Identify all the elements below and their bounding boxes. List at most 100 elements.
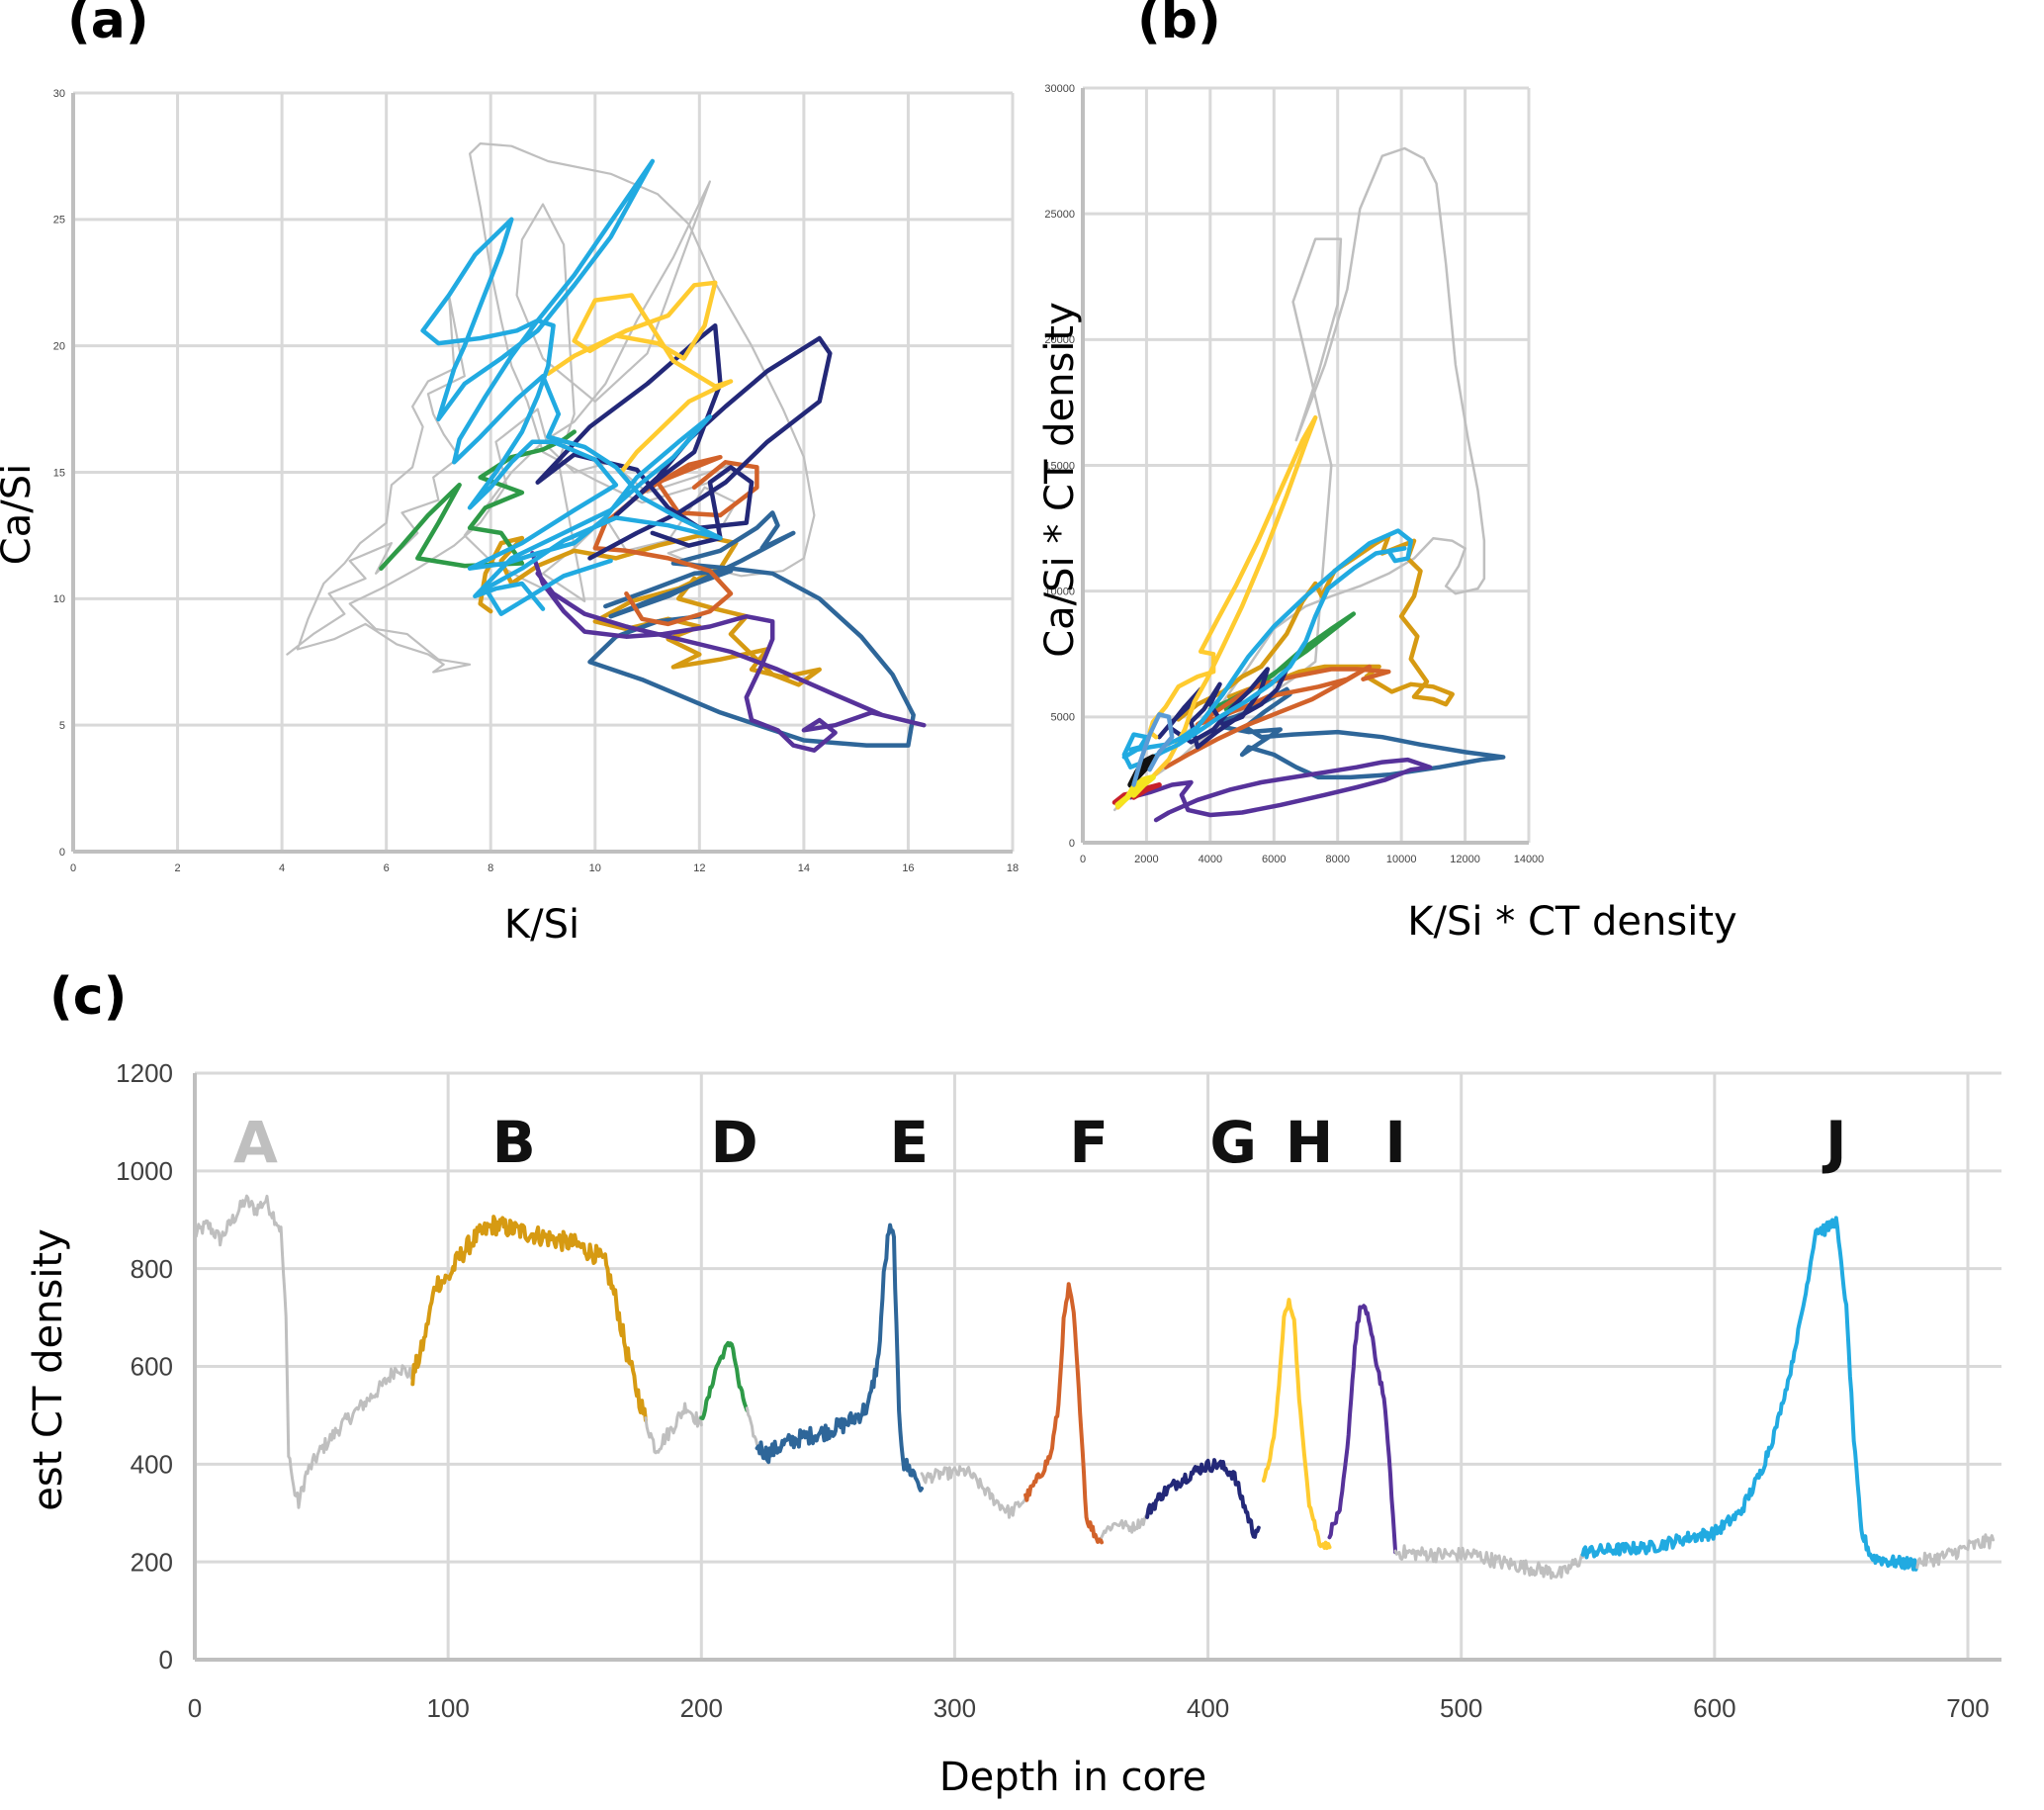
y-tick-label: 30000 xyxy=(1044,83,1075,95)
segment-label-g: G xyxy=(1209,1109,1257,1176)
series-line-gray-4 xyxy=(920,1465,1027,1519)
y-tick-label: 10 xyxy=(53,593,65,605)
x-tick-label: 6000 xyxy=(1262,854,1286,865)
y-tick-label: 30 xyxy=(53,88,65,100)
series-line-extra-lightblue xyxy=(1131,712,1175,787)
y-tick-label: 1200 xyxy=(116,1058,173,1088)
y-tick-label: 1000 xyxy=(116,1156,173,1186)
x-tick-label: 6 xyxy=(384,862,390,874)
series-line-e xyxy=(587,510,916,748)
segment-label-i: I xyxy=(1384,1109,1406,1176)
series-line-g xyxy=(1145,1458,1261,1539)
x-tick-label: 200 xyxy=(680,1693,723,1723)
series-line-e xyxy=(755,1222,925,1493)
series-line-extra-brightyellow xyxy=(1114,773,1156,808)
series-line-b xyxy=(478,533,822,687)
panel-label-c: (c) xyxy=(49,967,127,1027)
y-tick-label: 25 xyxy=(53,215,65,226)
series-line-b xyxy=(1176,533,1455,722)
segment-label-j: J xyxy=(1822,1109,1847,1176)
y-tick-label: 800 xyxy=(131,1254,173,1284)
x-axis-title-c: Depth in core xyxy=(939,1755,1206,1800)
y-tick-label: 0 xyxy=(59,847,65,859)
y-tick-label: 0 xyxy=(1069,838,1075,850)
x-tick-label: 0 xyxy=(1080,854,1086,865)
chart-panel-b: 0 2000 4000 6000 8000 10000 12000 14000 0 5000 100… xyxy=(1044,83,1544,865)
series-line-gray-7 xyxy=(1915,1533,1996,1570)
series-line-h xyxy=(1115,414,1318,810)
y-tick-label: 15 xyxy=(53,467,65,479)
series-line-g xyxy=(1157,667,1289,750)
series-line-i xyxy=(530,551,927,753)
x-tick-label: 14000 xyxy=(1514,854,1545,865)
x-tick-label: 0 xyxy=(70,862,76,874)
series-line-j xyxy=(420,158,723,616)
x-tick-label: 700 xyxy=(1946,1693,1989,1723)
y-tick-label: 20 xyxy=(53,341,65,353)
x-tick-label: 2 xyxy=(174,862,180,874)
panel-label-a: (a) xyxy=(67,0,149,50)
series-line-g xyxy=(535,322,833,561)
series-line-h xyxy=(1261,1298,1332,1551)
y-tick-label: 20000 xyxy=(1044,334,1075,346)
series-line-b xyxy=(410,1215,648,1422)
series-line-j xyxy=(1580,1216,1919,1572)
segment-label-h: H xyxy=(1286,1109,1334,1176)
series-line-gray-5 xyxy=(1100,1514,1149,1539)
y-axis-title-a: Ca/Si xyxy=(0,464,40,565)
x-tick-label: 14 xyxy=(798,862,810,874)
series-line-d xyxy=(699,1340,750,1420)
x-tick-label: 4 xyxy=(279,862,285,874)
chart-panel-a: 0 2 4 6 8 10 12 14 16 18 0 5 10 15 20 25 30 xyxy=(53,88,1019,874)
segment-label-a: A xyxy=(233,1109,278,1176)
x-tick-label: 300 xyxy=(933,1693,976,1723)
y-tick-label: 5 xyxy=(59,720,65,732)
x-tick-label: 2000 xyxy=(1134,854,1158,865)
series-line-gray-6 xyxy=(1393,1544,1585,1581)
y-axis-title-b: Ca/Si * CT density xyxy=(1037,302,1083,658)
x-tick-label: 0 xyxy=(188,1693,202,1723)
x-tick-label: 10 xyxy=(589,862,601,874)
y-tick-label: 400 xyxy=(131,1449,173,1479)
y-tick-label: 600 xyxy=(131,1352,173,1382)
x-tick-label: 4000 xyxy=(1199,854,1222,865)
series-line-gray xyxy=(286,142,816,674)
x-axis-title-a: K/Si xyxy=(504,902,579,948)
series-line-h xyxy=(546,280,734,475)
series-line-gray-1 xyxy=(193,1194,414,1509)
segment-label-b: B xyxy=(492,1109,536,1176)
y-axis-title-c: est CT density xyxy=(26,1228,71,1511)
panel-label-b: (b) xyxy=(1137,0,1221,50)
segment-label-f: F xyxy=(1069,1109,1109,1176)
x-tick-label: 18 xyxy=(1007,862,1019,874)
segment-label-d: D xyxy=(711,1109,758,1176)
x-tick-label: 500 xyxy=(1440,1693,1482,1723)
y-tick-label: 200 xyxy=(131,1547,173,1577)
x-tick-label: 12000 xyxy=(1450,854,1480,865)
y-tick-label: 5000 xyxy=(1051,712,1075,724)
y-tick-label: 15000 xyxy=(1044,460,1075,472)
series-line-i xyxy=(1327,1304,1398,1555)
x-tick-label: 10000 xyxy=(1386,854,1417,865)
y-tick-label: 25000 xyxy=(1044,209,1075,221)
series-line-gray xyxy=(1112,146,1486,812)
segment-label-e: E xyxy=(890,1109,930,1176)
y-tick-label: 10000 xyxy=(1044,587,1075,598)
x-tick-label: 100 xyxy=(426,1693,469,1723)
x-tick-label: 600 xyxy=(1693,1693,1735,1723)
x-tick-label: 8000 xyxy=(1325,854,1349,865)
x-axis-title-b: K/Si * CT density xyxy=(1407,899,1736,945)
series-line-extra-red xyxy=(1111,782,1162,805)
x-tick-label: 16 xyxy=(902,862,914,874)
chart-panel-c: 0 100 200 300 400 500 600 700 0 200 400 600 800 1000 1… xyxy=(116,1058,2001,1723)
series-line-e xyxy=(1217,686,1506,780)
x-tick-label: 400 xyxy=(1187,1693,1229,1723)
x-tick-label: 12 xyxy=(693,862,705,874)
series-line-gray-3 xyxy=(745,1406,759,1447)
y-tick-label: 0 xyxy=(159,1645,173,1674)
series-line-f xyxy=(1023,1282,1104,1545)
x-tick-label: 8 xyxy=(488,862,493,874)
series-line-i xyxy=(1128,757,1433,823)
series-line-gray-2 xyxy=(644,1402,703,1455)
